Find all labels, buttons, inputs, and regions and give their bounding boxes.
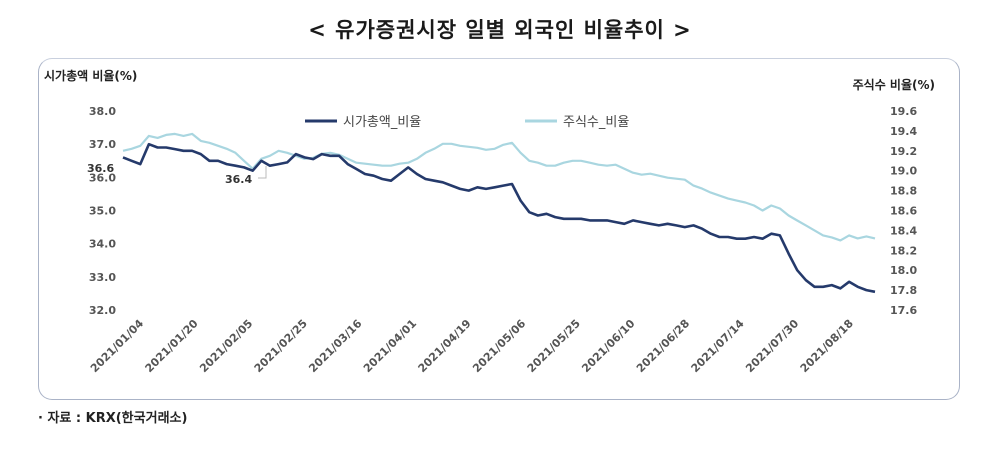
x-tick-label: 2021/05/25 (525, 317, 583, 375)
x-tick-label: 2021/07/30 (743, 317, 801, 375)
y-tick-right: 17.8 (890, 284, 917, 297)
y-tick-left: 33.0 (89, 271, 116, 284)
legend-label: 시가총액_비율 (343, 115, 421, 130)
x-tick-label: 2021/01/20 (143, 317, 201, 375)
x-tick-label: 2021/05/06 (470, 317, 528, 375)
y-tick-left: 37.0 (89, 138, 116, 151)
x-tick-label: 2021/04/19 (416, 317, 474, 375)
annotation-label: 36.4 (225, 173, 252, 186)
y-tick-left: 34.0 (89, 238, 116, 251)
y-tick-right: 18.2 (890, 244, 917, 257)
y-tick-right: 19.0 (890, 165, 917, 178)
y-tick-right: 19.6 (890, 105, 917, 118)
chart-frame (38, 58, 960, 400)
y-axis-right-label: 주식수 비율(%) (853, 77, 935, 92)
series-line-market-cap (122, 142, 876, 294)
x-tick-label: 2021/06/28 (634, 317, 692, 375)
x-tick-label: 2021/08/18 (798, 317, 856, 375)
series-line-shares (122, 132, 876, 242)
y-tick-left: 32.0 (89, 304, 116, 317)
legend-label: 주식수_비율 (563, 115, 629, 130)
source-note: · 자료 : KRX(한국거래소) (38, 411, 188, 426)
chart-title: < 유가증권시장 일별 외국인 비율추이 > (308, 18, 692, 42)
y-tick-right: 19.4 (890, 125, 917, 138)
y-tick-right: 18.4 (890, 224, 917, 237)
x-tick-label: 2021/04/01 (361, 317, 419, 375)
y-tick-left: 35.0 (89, 205, 116, 218)
x-tick-label: 2021/02/05 (197, 317, 255, 375)
y-tick-right: 18.6 (890, 205, 917, 218)
x-tick-label: 2021/01/04 (88, 317, 146, 375)
x-tick-label: 2021/06/10 (579, 317, 637, 375)
y-tick-right: 19.2 (890, 145, 917, 158)
annotation-label: 36.6 (87, 162, 114, 175)
x-tick-label: 2021/02/25 (252, 317, 310, 375)
annotation-leader (258, 166, 267, 179)
y-tick-right: 18.8 (890, 185, 917, 198)
x-tick-label: 2021/07/14 (689, 317, 747, 375)
y-axis-left-label: 시가총액 비율(%) (44, 68, 137, 83)
y-tick-left: 36.0 (89, 171, 116, 184)
y-tick-left: 38.0 (89, 105, 116, 118)
y-tick-right: 17.6 (890, 304, 917, 317)
y-tick-right: 18.0 (890, 264, 917, 277)
x-tick-label: 2021/03/16 (306, 317, 364, 375)
